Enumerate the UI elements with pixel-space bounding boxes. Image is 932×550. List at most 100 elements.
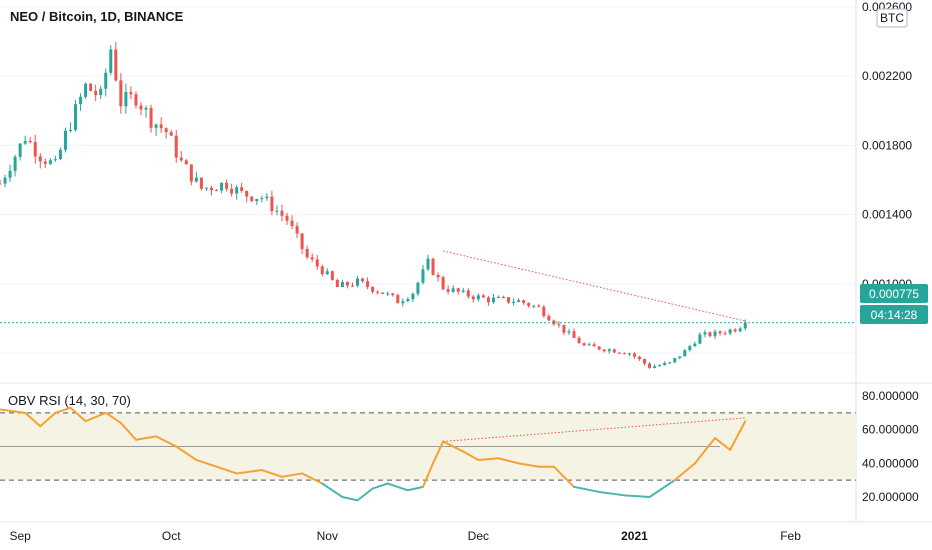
- candle-body[interactable]: [270, 196, 274, 212]
- candle-body[interactable]: [597, 346, 601, 350]
- candle-body[interactable]: [356, 278, 360, 286]
- candle-body[interactable]: [169, 132, 173, 136]
- candle-body[interactable]: [164, 128, 168, 133]
- candle-body[interactable]: [0, 183, 2, 185]
- candle-body[interactable]: [53, 159, 57, 161]
- candle-body[interactable]: [436, 274, 440, 278]
- candle-body[interactable]: [154, 124, 158, 128]
- candle-body[interactable]: [587, 344, 591, 346]
- candle-body[interactable]: [23, 140, 27, 144]
- rsi-layer[interactable]: [0, 406, 747, 502]
- candle-body[interactable]: [119, 80, 123, 107]
- time-axis[interactable]: Sep Oct Nov Dec 2021 Feb: [9, 529, 801, 543]
- candle-body[interactable]: [129, 92, 133, 95]
- candle-body[interactable]: [134, 94, 138, 106]
- candle-body[interactable]: [421, 269, 425, 283]
- candle-body[interactable]: [290, 220, 294, 227]
- candle-body[interactable]: [43, 161, 47, 164]
- candle-body[interactable]: [517, 300, 521, 303]
- candle-body[interactable]: [451, 288, 455, 292]
- candle-body[interactable]: [194, 177, 198, 182]
- candle-body[interactable]: [592, 344, 596, 347]
- candle-body[interactable]: [456, 288, 460, 292]
- candle-body[interactable]: [38, 156, 42, 162]
- candle-body[interactable]: [220, 182, 224, 191]
- candle-body[interactable]: [441, 277, 445, 290]
- candle-body[interactable]: [612, 349, 616, 353]
- candle-body[interactable]: [124, 92, 128, 107]
- candle-body[interactable]: [114, 49, 118, 81]
- candle-body[interactable]: [708, 332, 712, 337]
- candle-body[interactable]: [280, 210, 284, 216]
- candle-body[interactable]: [305, 248, 309, 258]
- symbol-title[interactable]: NEO / Bitcoin, 1D, BINANCE: [10, 9, 184, 24]
- candle-body[interactable]: [648, 363, 652, 368]
- candle-body[interactable]: [320, 266, 324, 275]
- candle-body[interactable]: [315, 259, 319, 267]
- candle-body[interactable]: [345, 282, 349, 286]
- candle-body[interactable]: [693, 343, 697, 347]
- candle-body[interactable]: [204, 187, 208, 189]
- candle-body[interactable]: [350, 285, 354, 287]
- candle-body[interactable]: [683, 350, 687, 357]
- candle-body[interactable]: [637, 356, 641, 360]
- candle-body[interactable]: [340, 282, 344, 288]
- candle-body[interactable]: [527, 303, 531, 307]
- candle-body[interactable]: [643, 359, 647, 364]
- candle-body[interactable]: [33, 142, 37, 157]
- candle-body[interactable]: [547, 316, 551, 321]
- indicator-axis[interactable]: 80.000000 60.000000 40.000000 20.000000: [862, 389, 919, 504]
- candle-body[interactable]: [199, 177, 203, 189]
- candle-body[interactable]: [502, 297, 506, 299]
- candle-body[interactable]: [678, 356, 682, 359]
- candle-body[interactable]: [396, 295, 400, 304]
- candle-body[interactable]: [159, 124, 163, 129]
- candle-body[interactable]: [718, 331, 722, 334]
- candle-body[interactable]: [335, 279, 339, 288]
- candle-body[interactable]: [507, 297, 511, 303]
- candle-body[interactable]: [622, 353, 626, 355]
- candle-body[interactable]: [562, 324, 566, 333]
- candle-body[interactable]: [668, 362, 672, 364]
- candle-body[interactable]: [245, 190, 249, 197]
- candle-body[interactable]: [330, 271, 334, 280]
- candle-body[interactable]: [406, 299, 410, 302]
- candle-body[interactable]: [250, 196, 254, 202]
- candle-body[interactable]: [209, 187, 213, 191]
- candle-body[interactable]: [632, 353, 636, 357]
- candle-body[interactable]: [663, 362, 667, 366]
- candle-body[interactable]: [466, 290, 470, 297]
- candle-body[interactable]: [104, 72, 108, 89]
- candle-body[interactable]: [68, 129, 72, 131]
- candle-body[interactable]: [376, 291, 380, 293]
- candle-body[interactable]: [522, 300, 526, 304]
- candle-body[interactable]: [567, 331, 571, 333]
- candle-body[interactable]: [89, 83, 93, 91]
- candles-layer[interactable]: [0, 41, 747, 369]
- candle-body[interactable]: [653, 366, 657, 368]
- candle-body[interactable]: [658, 365, 662, 367]
- candle-body[interactable]: [537, 305, 541, 307]
- candle-body[interactable]: [698, 334, 702, 344]
- candle-body[interactable]: [602, 349, 606, 352]
- candle-body[interactable]: [285, 215, 289, 221]
- candle-body[interactable]: [240, 187, 244, 191]
- candle-body[interactable]: [411, 293, 415, 300]
- candle-body[interactable]: [99, 88, 103, 96]
- candle-body[interactable]: [63, 130, 67, 150]
- candle-body[interactable]: [174, 135, 178, 158]
- candle-body[interactable]: [743, 322, 747, 329]
- candle-body[interactable]: [310, 257, 314, 260]
- candle-body[interactable]: [149, 107, 153, 128]
- candle-body[interactable]: [3, 177, 7, 184]
- candle-body[interactable]: [58, 149, 62, 160]
- candle-body[interactable]: [260, 198, 264, 200]
- candle-body[interactable]: [401, 301, 405, 304]
- candle-body[interactable]: [295, 226, 299, 234]
- candle-body[interactable]: [416, 282, 420, 294]
- candle-body[interactable]: [144, 107, 148, 110]
- candle-body[interactable]: [728, 329, 732, 334]
- candle-body[interactable]: [184, 160, 188, 165]
- candle-body[interactable]: [577, 337, 581, 344]
- candle-body[interactable]: [461, 290, 465, 292]
